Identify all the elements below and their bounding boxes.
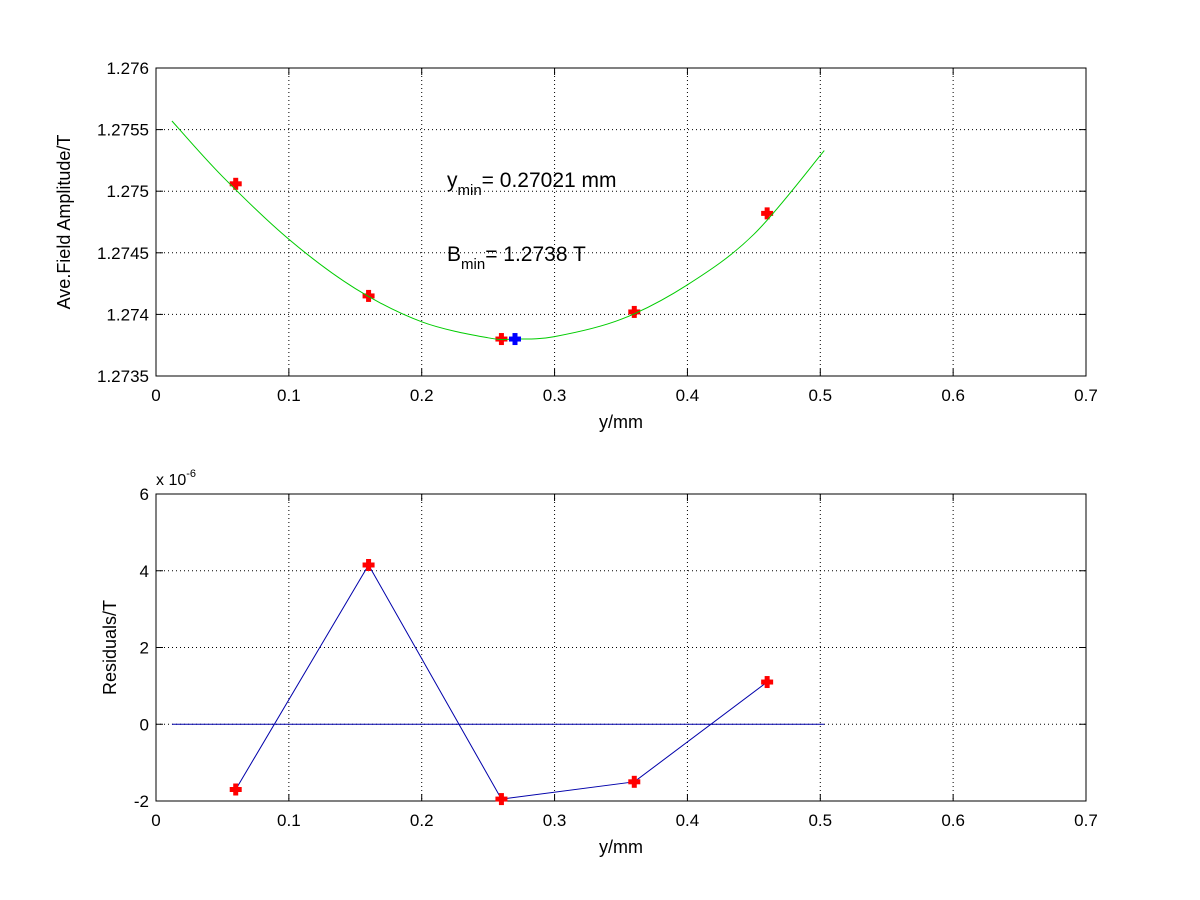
bottom-y-tick-label: 2 — [140, 639, 149, 658]
bottom-x-tick-label: 0.6 — [941, 811, 965, 830]
top-grid — [156, 68, 1086, 376]
top-y-tick-label: 1.275 — [106, 182, 149, 201]
top-series — [171, 120, 825, 346]
bottom-x-tick-label: 0.1 — [277, 811, 301, 830]
bottom-y-tick-label: 6 — [140, 485, 149, 504]
bottom-y-tick-label: -2 — [134, 792, 149, 811]
exponent-base: x 10 — [156, 472, 186, 489]
top-series-1-line — [171, 120, 825, 341]
bottom-series — [171, 558, 825, 806]
annotation-y-min-subscript: min — [458, 182, 482, 199]
top-y-axis-label: Ave.Field Amplitude/T — [54, 135, 74, 310]
annotation-y-min-value: = 0.27021 mm — [482, 169, 617, 192]
bottom-series-0-marker — [761, 676, 774, 689]
bottom-x-tick-label: 0.5 — [808, 811, 832, 830]
top-x-tick-label: 0.7 — [1074, 386, 1098, 405]
top-subplot: 0 0.1 0.2 0.3 0.4 0.5 0.6 0.7 1.2735 1.274 1.2745… — [54, 59, 1098, 432]
top-series-0-marker — [229, 177, 242, 190]
exponent-power: -6 — [186, 468, 196, 480]
top-x-tick-label: 0.6 — [941, 386, 965, 405]
bottom-x-tick-label: 0.4 — [676, 811, 700, 830]
top-series-2-marker — [508, 333, 521, 346]
bottom-tick-marks — [155, 493, 1087, 802]
top-axes-frame — [155, 67, 1087, 377]
top-x-tick-label: 0 — [151, 386, 160, 405]
bottom-y-exponent-label: x 10-6 — [156, 468, 196, 489]
top-x-axis-label: y/mm — [599, 412, 643, 432]
bottom-y-axis-label: Residuals/T — [100, 600, 120, 695]
annotation-b-min: Bmin= 1.2738 T — [447, 243, 586, 273]
bottom-x-tick-label: 0.2 — [410, 811, 434, 830]
top-y-tick-label: 1.276 — [106, 59, 149, 78]
top-x-tick-labels: 0 0.1 0.2 0.3 0.4 0.5 0.6 0.7 — [151, 386, 1098, 405]
top-series-0-marker — [761, 207, 774, 220]
bottom-y-tick-label: 0 — [140, 715, 149, 734]
bottom-y-tick-labels: -2 0 2 4 6 — [134, 485, 149, 811]
bottom-x-tick-label: 0.3 — [543, 811, 567, 830]
top-y-tick-label: 1.2745 — [97, 244, 149, 263]
bottom-x-tick-label: 0 — [151, 811, 160, 830]
top-y-tick-label: 1.2755 — [97, 121, 149, 140]
bottom-x-tick-label: 0.7 — [1074, 811, 1098, 830]
top-x-tick-label: 0.4 — [676, 386, 700, 405]
top-x-tick-label: 0.3 — [543, 386, 567, 405]
top-x-tick-label: 0.5 — [808, 386, 832, 405]
top-y-tick-label: 1.274 — [106, 305, 149, 324]
top-y-tick-labels: 1.2735 1.274 1.2745 1.275 1.2755 1.276 — [97, 59, 149, 386]
bottom-series-0-marker — [628, 775, 641, 788]
bottom-series-0-marker — [495, 793, 508, 806]
bottom-y-tick-label: 4 — [140, 562, 149, 581]
bottom-series-0-marker — [229, 783, 242, 796]
bottom-series-0-marker — [362, 558, 375, 571]
annotation-b-min-symbol: B — [447, 243, 461, 266]
annotation-b-min-value: = 1.2738 T — [485, 243, 586, 266]
bottom-x-tick-labels: 0 0.1 0.2 0.3 0.4 0.5 0.6 0.7 — [151, 811, 1098, 830]
annotation-b-min-subscript: min — [461, 256, 485, 273]
annotation-y-min-symbol: y — [447, 169, 458, 192]
top-x-tick-label: 0.2 — [410, 386, 434, 405]
top-tick-marks — [155, 67, 1087, 377]
top-y-tick-label: 1.2735 — [97, 367, 149, 386]
annotation-y-min: ymin= 0.27021 mm — [447, 169, 617, 199]
top-x-tick-label: 0.1 — [277, 386, 301, 405]
bottom-x-axis-label: y/mm — [599, 837, 643, 857]
